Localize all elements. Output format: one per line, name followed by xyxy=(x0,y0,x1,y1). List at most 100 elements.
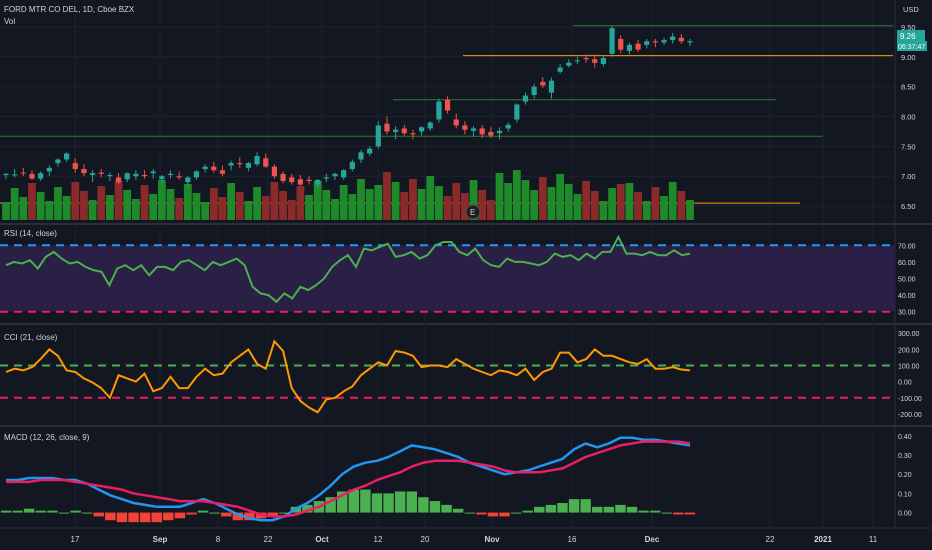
candle-body xyxy=(323,177,329,179)
volume-bar xyxy=(313,181,322,220)
macd-histogram-bar xyxy=(568,499,580,513)
volume-bar xyxy=(564,184,573,220)
time-tick-label: Nov xyxy=(484,535,500,544)
indicator-tick-label: -100.00 xyxy=(898,396,922,403)
candle-body xyxy=(462,125,468,130)
macd-histogram-bar xyxy=(47,510,58,513)
macd-histogram-bar xyxy=(105,512,116,521)
volume-bar xyxy=(538,177,547,220)
candle-body xyxy=(306,179,312,181)
candle-body xyxy=(652,41,658,43)
candle-body xyxy=(219,170,226,174)
volume-bar xyxy=(530,190,539,220)
indicator-tick-label: 300.00 xyxy=(898,331,920,338)
candle-body xyxy=(115,177,122,183)
countdown-badge xyxy=(897,41,927,51)
indicator-line xyxy=(5,339,691,414)
rsi-legend[interactable]: RSI (14, close) xyxy=(4,229,57,238)
volume-bar xyxy=(253,187,261,220)
candle-body xyxy=(176,176,182,178)
volume-bar xyxy=(305,195,313,220)
volume-bar xyxy=(28,183,36,220)
macd-histogram-bar xyxy=(81,512,93,514)
volume-bar xyxy=(460,193,469,220)
volume-bar xyxy=(348,194,357,220)
volume-bar xyxy=(383,172,391,220)
macd-histogram-bar xyxy=(441,504,452,513)
candle-body xyxy=(470,128,477,131)
candle-body xyxy=(98,172,104,174)
volume-bar xyxy=(512,170,521,220)
candle-body xyxy=(444,99,451,111)
candle-body xyxy=(393,129,399,133)
volume-bar xyxy=(677,191,686,220)
symbol-title[interactable]: FORD MTR CO DEL, 1D, Cboe BZX xyxy=(4,5,135,14)
volume-bar xyxy=(357,179,365,220)
volume-bar xyxy=(123,190,132,220)
volume-bar xyxy=(227,183,236,220)
volume-bar xyxy=(391,182,400,220)
time-tick-label: Sep xyxy=(153,535,168,544)
macd-line xyxy=(6,436,691,522)
time-tick-label: 22 xyxy=(766,535,775,544)
macd-histogram-bar xyxy=(499,512,510,517)
macd-histogram-bar xyxy=(325,497,336,513)
earnings-marker-label: E xyxy=(470,208,475,217)
candle-body xyxy=(211,166,217,171)
macd-histogram-bar xyxy=(58,512,70,514)
candle-body xyxy=(89,173,96,176)
candle-body xyxy=(280,173,286,181)
candle-body xyxy=(245,163,252,168)
macd-histogram-bar xyxy=(174,512,186,519)
volume-bar xyxy=(106,195,114,220)
volume-bar xyxy=(547,187,556,220)
candle-body xyxy=(367,148,373,154)
indicator-tick-label: 0.00 xyxy=(898,380,912,387)
volume-bar xyxy=(660,196,668,220)
macd-histogram-bar xyxy=(221,512,232,517)
candle-body xyxy=(453,119,459,126)
macd-histogram-bar xyxy=(35,510,46,513)
candle-body xyxy=(289,177,295,183)
candle-body xyxy=(12,174,18,176)
earnings-marker[interactable] xyxy=(465,204,481,220)
volume-bar xyxy=(365,189,374,220)
candle-body xyxy=(427,122,433,129)
volume-bar xyxy=(279,191,287,220)
volume-bar xyxy=(495,173,504,220)
candle-body xyxy=(20,172,26,174)
volume-bar xyxy=(36,192,45,220)
volume-legend[interactable]: Vol xyxy=(4,17,15,26)
price-candles[interactable] xyxy=(3,25,693,189)
macd-histogram-bar xyxy=(186,512,197,515)
volume-bar xyxy=(339,185,348,220)
candle-body xyxy=(384,123,390,132)
macd-histogram-bar xyxy=(592,506,603,513)
price-tick-label: 7.00 xyxy=(901,172,916,181)
rsi-panel xyxy=(0,234,895,313)
macd-tick-label: 0.20 xyxy=(898,472,912,479)
indicator-tick-label: 100.00 xyxy=(898,364,920,371)
macd-histogram-bar xyxy=(371,493,383,513)
macd-legend[interactable]: MACD (12, 26, close, 9) xyxy=(4,433,90,442)
candle-body xyxy=(670,36,676,41)
volume-bar xyxy=(80,191,88,220)
cci-legend[interactable]: CCI (21, close) xyxy=(4,333,58,342)
time-tick-label: 8 xyxy=(216,535,221,544)
candle-body xyxy=(237,163,243,165)
candle-body xyxy=(46,167,52,172)
candle-body xyxy=(55,159,61,164)
candle-body xyxy=(185,177,191,183)
candle-body xyxy=(29,173,35,179)
candle-body xyxy=(514,104,520,120)
macd-histogram-bar xyxy=(70,510,81,513)
volume-bar xyxy=(668,182,677,220)
signal-line xyxy=(6,440,691,518)
price-axis: 6.50 7.00 7.50 8.00 8.50 9.00 9.50 30.00 40.00 50… xyxy=(898,23,922,518)
indicator-tick-label: 50.00 xyxy=(898,276,916,283)
volume-bar xyxy=(157,180,166,220)
candle-body xyxy=(496,130,503,134)
volume-bar xyxy=(642,201,651,220)
macd-histogram-bar xyxy=(580,499,591,513)
